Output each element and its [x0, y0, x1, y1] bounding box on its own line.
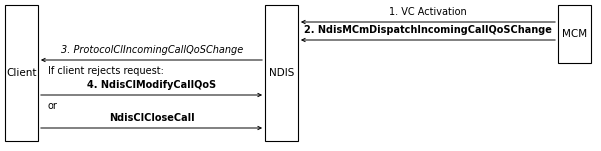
Text: NDIS: NDIS	[269, 68, 294, 78]
Bar	[265, 5, 298, 141]
Text: 1. VC Activation: 1. VC Activation	[389, 7, 467, 17]
Text: If client rejects request:: If client rejects request:	[48, 66, 164, 76]
Bar	[558, 5, 591, 63]
Bar	[5, 5, 38, 141]
Text: 4. NdisClModifyCallQoS: 4. NdisClModifyCallQoS	[87, 80, 216, 90]
Text: 3. ProtocolClIncomingCallQoSChange: 3. ProtocolClIncomingCallQoSChange	[61, 45, 243, 55]
Text: MCM: MCM	[562, 29, 587, 39]
Text: or: or	[48, 101, 58, 111]
Text: 2. NdisMCmDispatchIncomingCallQoSChange: 2. NdisMCmDispatchIncomingCallQoSChange	[304, 25, 552, 35]
Text: NdisClCloseCall: NdisClCloseCall	[109, 113, 195, 123]
Text: Client: Client	[6, 68, 37, 78]
